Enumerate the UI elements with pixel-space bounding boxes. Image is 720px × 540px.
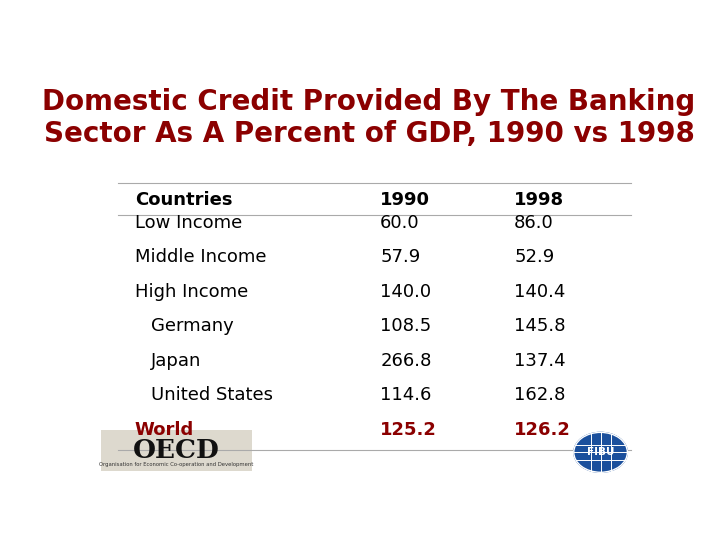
- Text: 162.8: 162.8: [514, 386, 565, 404]
- Text: Countries: Countries: [135, 191, 232, 209]
- Text: FIBU: FIBU: [587, 447, 614, 457]
- Text: 1998: 1998: [514, 191, 564, 209]
- Text: Low Income: Low Income: [135, 214, 242, 232]
- Text: 1990: 1990: [380, 191, 430, 209]
- Text: High Income: High Income: [135, 283, 248, 301]
- Text: 137.4: 137.4: [514, 352, 566, 370]
- Text: Domestic Credit Provided By The Banking
Sector As A Percent of GDP, 1990 vs 1998: Domestic Credit Provided By The Banking …: [42, 87, 696, 148]
- Text: Middle Income: Middle Income: [135, 248, 266, 266]
- Text: OECD: OECD: [133, 438, 220, 463]
- Text: 52.9: 52.9: [514, 248, 554, 266]
- Text: Organisation for Economic Co-operation and Development: Organisation for Economic Co-operation a…: [99, 462, 253, 467]
- Text: 145.8: 145.8: [514, 318, 566, 335]
- Text: United States: United States: [151, 386, 274, 404]
- Text: 266.8: 266.8: [380, 352, 431, 370]
- Circle shape: [574, 433, 627, 472]
- Text: Japan: Japan: [151, 352, 202, 370]
- Text: Germany: Germany: [151, 318, 234, 335]
- Text: 57.9: 57.9: [380, 248, 420, 266]
- Text: 60.0: 60.0: [380, 214, 420, 232]
- Text: 86.0: 86.0: [514, 214, 554, 232]
- Text: 140.4: 140.4: [514, 283, 565, 301]
- Text: 125.2: 125.2: [380, 421, 437, 439]
- Text: 114.6: 114.6: [380, 386, 431, 404]
- FancyBboxPatch shape: [101, 430, 252, 471]
- Text: 126.2: 126.2: [514, 421, 571, 439]
- Text: 140.0: 140.0: [380, 283, 431, 301]
- Text: World: World: [135, 421, 194, 439]
- Text: 108.5: 108.5: [380, 318, 431, 335]
